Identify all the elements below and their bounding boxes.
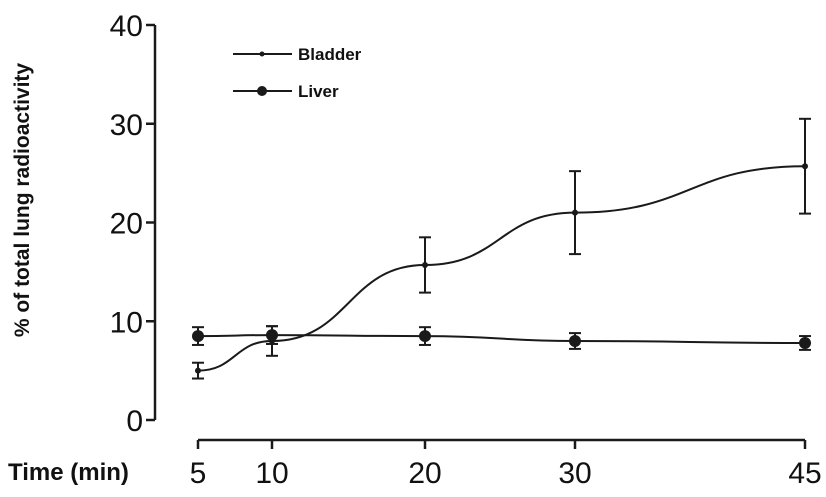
x-tick-label: 5 <box>190 457 207 490</box>
series-layer <box>192 117 811 380</box>
y-tick-label: 20 <box>110 208 143 241</box>
y-tick-label: 40 <box>110 10 143 43</box>
data-point <box>572 209 578 216</box>
x-tick-label: 45 <box>788 457 821 490</box>
series-bladder <box>192 117 811 380</box>
y-tick-label: 30 <box>110 109 143 142</box>
y-axis: 0 10 20 30 40 <box>110 10 157 438</box>
data-point <box>569 335 581 347</box>
x-tick-label: 20 <box>408 457 441 490</box>
legend: Bladder Liver <box>233 45 362 101</box>
legend-label-liver: Liver <box>298 82 339 101</box>
x-tick-label: 10 <box>255 457 288 490</box>
data-point <box>802 163 808 170</box>
data-point <box>266 329 278 342</box>
data-point <box>799 336 811 349</box>
data-point <box>195 367 201 374</box>
x-tick-label: 30 <box>558 457 591 490</box>
y-tick-label: 10 <box>110 306 143 339</box>
legend-marker-liver <box>257 86 267 96</box>
data-point <box>422 261 428 268</box>
series-line-bladder <box>197 165 806 372</box>
x-axis: 5 10 20 30 45 <box>190 438 822 490</box>
x-axis-title: Time (min) <box>8 459 129 486</box>
legend-marker-bladder <box>259 51 265 57</box>
series-liver <box>192 325 811 351</box>
y-axis-title: % of total lung radioactivity <box>11 63 34 338</box>
y-tick-label: 0 <box>126 405 143 438</box>
data-point <box>419 330 431 343</box>
data-point <box>192 330 204 343</box>
legend-label-bladder: Bladder <box>298 45 362 64</box>
